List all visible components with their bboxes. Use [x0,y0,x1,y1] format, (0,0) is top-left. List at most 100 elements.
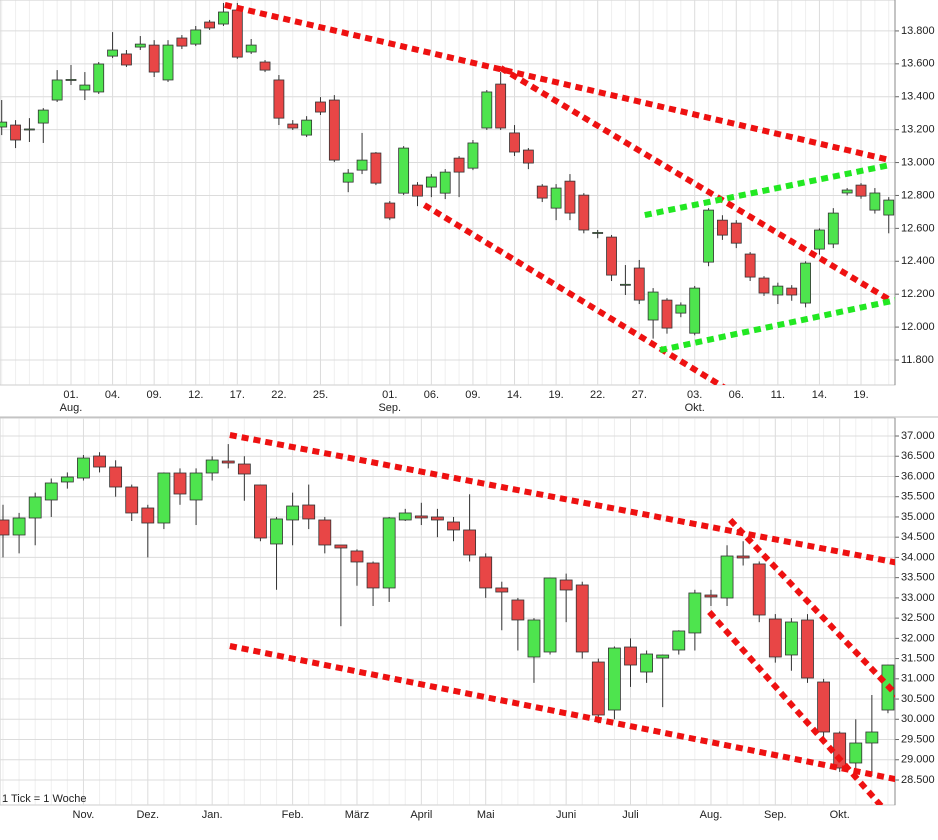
candle-body [12,517,26,536]
trendline [422,202,726,385]
x-month-label: Aug. [60,402,83,414]
candle-body [640,653,653,673]
candle-body [125,486,139,514]
x-tick-label: Nov. [73,809,95,821]
candle-body [786,287,798,296]
candle-body [398,512,412,521]
trendline [728,517,895,698]
candle-body [65,79,77,81]
candle-body [730,222,742,244]
candle-body [736,555,750,559]
y-tick-label: 28.500 [901,774,935,786]
candle-body [752,563,766,616]
y-tick-label: 13.200 [901,124,935,136]
candle-body [334,544,348,549]
candle-body [606,236,617,276]
y-tick-label: 36.500 [901,450,935,462]
candle-body [511,599,525,621]
x-tick-label: März [345,809,369,821]
candle-body [578,194,590,231]
y-tick-label: 12.200 [901,288,935,300]
candle-body [148,44,160,73]
candle-body [10,124,21,141]
x-tick-label: 03. [687,389,702,401]
candle-body [869,192,881,211]
candle-body [157,472,171,524]
candle-body [189,472,203,501]
y-tick-label: 11.800 [901,354,934,366]
x-tick-label: 19. [548,389,563,401]
candle-body [814,229,825,250]
separator [0,386,938,417]
candle-body [302,504,316,520]
candle-body [93,455,106,468]
candle-body [453,157,465,173]
trendlines [224,2,895,385]
y-tick-label: 13.000 [901,156,935,168]
x-tick-label: Okt. [830,809,850,821]
candle-body [527,619,541,658]
candle-body [536,185,548,199]
x-tick-label: 11. [771,389,785,401]
candle-body [398,147,410,194]
x-month-label: Okt. [685,402,705,414]
candle-body [661,299,673,329]
candle-body [231,9,243,58]
x-tick-label: Juli [622,809,639,821]
candle-body [173,472,187,495]
y-tick-label: 12.000 [901,321,935,333]
candle-body [176,37,188,47]
y-tick-label: 31.000 [901,673,935,685]
candle-body [688,592,702,634]
x-tick-label: Aug. [700,809,723,821]
candle-body [44,482,58,501]
candle-body [656,654,670,659]
y-tick-label: 34.000 [901,551,935,563]
candle-body [205,459,219,474]
candle-body [162,44,174,81]
candle-body [301,119,313,136]
trendline [224,2,891,164]
candle-body [758,277,770,294]
candle-body [77,457,90,479]
candle-body [591,661,605,716]
candle-body [190,29,202,45]
candle-body [270,518,283,545]
x-tick-label: 04. [105,389,120,401]
candle-body [425,176,437,188]
candle-body [218,11,229,25]
y-tick-label: 30.000 [901,713,935,725]
y-tick-label: 12.800 [901,189,935,201]
candle-body [772,285,784,296]
candle-body [785,621,798,656]
candle-body [575,584,589,653]
candle-body [287,123,299,129]
x-tick-label: 09. [147,389,162,401]
candle-body [841,189,853,194]
candle-body [93,63,105,93]
candle-body [141,507,155,524]
candle-body [245,44,257,53]
candle-body [342,172,354,183]
candle-body [463,529,477,556]
candles [0,444,895,776]
y-tick-label: 35.000 [901,511,935,523]
x-tick-label: Feb. [282,809,304,821]
candle-body [370,152,382,184]
candle-body [564,180,576,214]
candle-body [318,519,332,546]
y-tick-label: 13.600 [901,58,935,70]
candle-body [620,283,631,286]
candle-body [356,159,368,171]
candle-body [431,516,444,521]
x-tick-label: Sep. [764,809,787,821]
candle-body [350,550,364,563]
candle-body [633,267,645,301]
candle-body [672,630,686,651]
x-tick-label: 14. [812,389,827,401]
x-tick-label: 17. [230,389,245,401]
candle-body [624,646,637,666]
candle-body [134,43,146,48]
y-tick-label: 13.400 [901,91,935,103]
